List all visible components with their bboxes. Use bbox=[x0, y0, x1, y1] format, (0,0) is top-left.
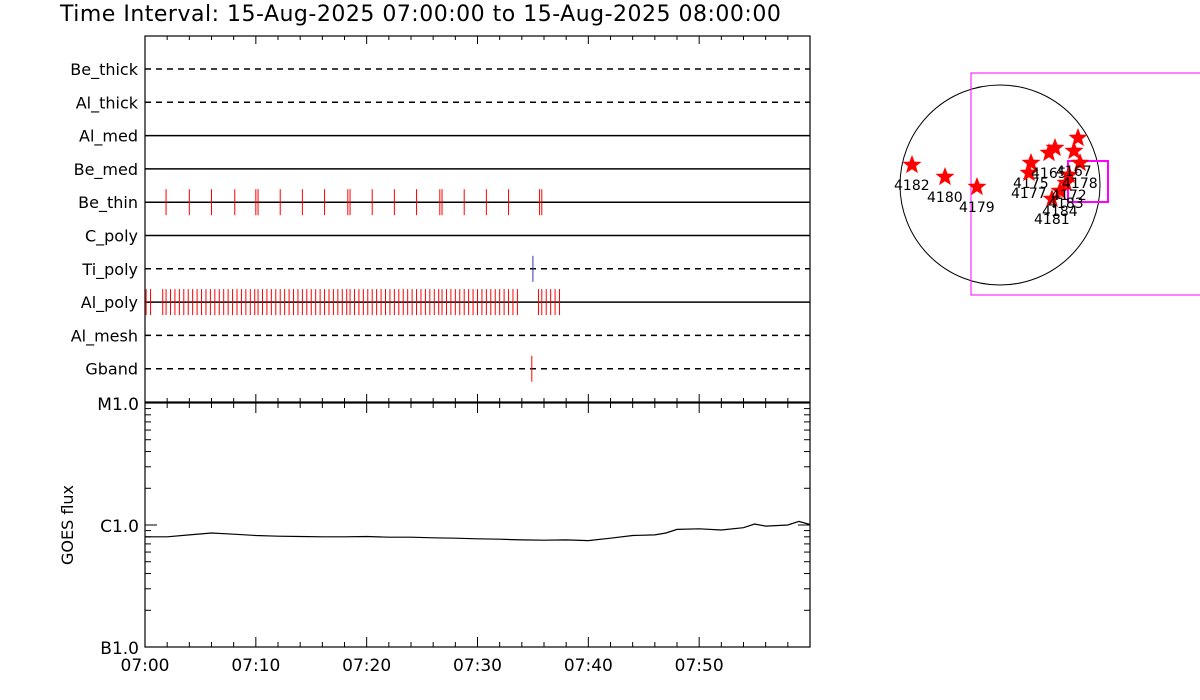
active-region-label: 4183 bbox=[1048, 196, 1084, 212]
active-region-label: 4167 bbox=[1056, 164, 1092, 180]
active-region-label: 4179 bbox=[959, 200, 995, 216]
flux-y-tick-label: C1.0 bbox=[100, 517, 139, 537]
active-region-star bbox=[1050, 181, 1070, 200]
row-be-med-label: Be_med bbox=[74, 160, 138, 180]
x-tick-label: 07:40 bbox=[564, 656, 613, 676]
flux-frame bbox=[144, 402, 811, 648]
timeline-panel: Be_thick Al_thick Al_med Be_med Be_thin C_pol… bbox=[70, 35, 811, 403]
solar-disk bbox=[899, 84, 1101, 286]
active-region-star bbox=[1039, 143, 1059, 162]
active-region-star bbox=[1064, 141, 1084, 160]
active-region-star bbox=[1068, 128, 1088, 147]
active-region-label: 4184 bbox=[1042, 204, 1078, 220]
active-region-label: 4182 bbox=[894, 178, 930, 194]
flux-y-axis-label: GOES flux bbox=[58, 485, 77, 565]
row-ti-poly-label: Ti_poly bbox=[81, 260, 138, 280]
active-region-star bbox=[902, 155, 922, 174]
row-al-thick-label: Al_thick bbox=[76, 93, 139, 113]
x-tick-label: 07:20 bbox=[342, 656, 391, 676]
row-c-poly-label: C_poly bbox=[85, 227, 138, 247]
timeline-frame bbox=[144, 35, 811, 403]
row-be-thick-label: Be_thick bbox=[70, 60, 138, 80]
active-region-star bbox=[1042, 189, 1062, 208]
flux-y-tick-label: M1.0 bbox=[97, 395, 139, 415]
row-al-med-label: Al_med bbox=[79, 127, 138, 147]
x-tick-label: 07:00 bbox=[121, 656, 170, 676]
x-tick-label: 07:50 bbox=[675, 656, 724, 676]
x-tick-label: 07:30 bbox=[453, 656, 502, 676]
active-region-star bbox=[1056, 173, 1076, 192]
x-tick-label: 07:10 bbox=[231, 656, 280, 676]
row-al-mesh-label: Al_mesh bbox=[71, 326, 138, 346]
active-region-star bbox=[967, 177, 987, 196]
goes-flux-line bbox=[145, 520, 811, 542]
row-be-thin-label: Be_thin bbox=[78, 193, 138, 213]
active-region-label: 4165 bbox=[1031, 166, 1067, 182]
row-al-poly-label: Al_poly bbox=[81, 293, 138, 313]
active-region-label: 4178 bbox=[1062, 176, 1098, 192]
active-region-star bbox=[1045, 138, 1065, 157]
active-region-star bbox=[1021, 153, 1041, 172]
active-region-star bbox=[935, 167, 955, 186]
active-region-label: 4175 bbox=[1013, 176, 1049, 192]
active-region-star bbox=[1019, 163, 1039, 182]
page-title: Time Interval: 15-Aug-2025 07:00:00 to 1… bbox=[60, 2, 782, 27]
row-gband-label: Gband bbox=[85, 360, 138, 379]
active-region-label: 4172 bbox=[1051, 188, 1087, 204]
active-region-star bbox=[1059, 165, 1079, 184]
active-region-label: 4180 bbox=[927, 190, 963, 206]
active-region-label: 4177 bbox=[1011, 186, 1047, 202]
active-region-star bbox=[1070, 153, 1090, 172]
goes-flux-panel: M1.0 C1.0 B1.007:00 07:10 07:20 07:30 07:40 07:… bbox=[58, 395, 811, 676]
flux-y-tick-label: B1.0 bbox=[100, 639, 139, 659]
active-region-label: 4181 bbox=[1034, 212, 1070, 228]
